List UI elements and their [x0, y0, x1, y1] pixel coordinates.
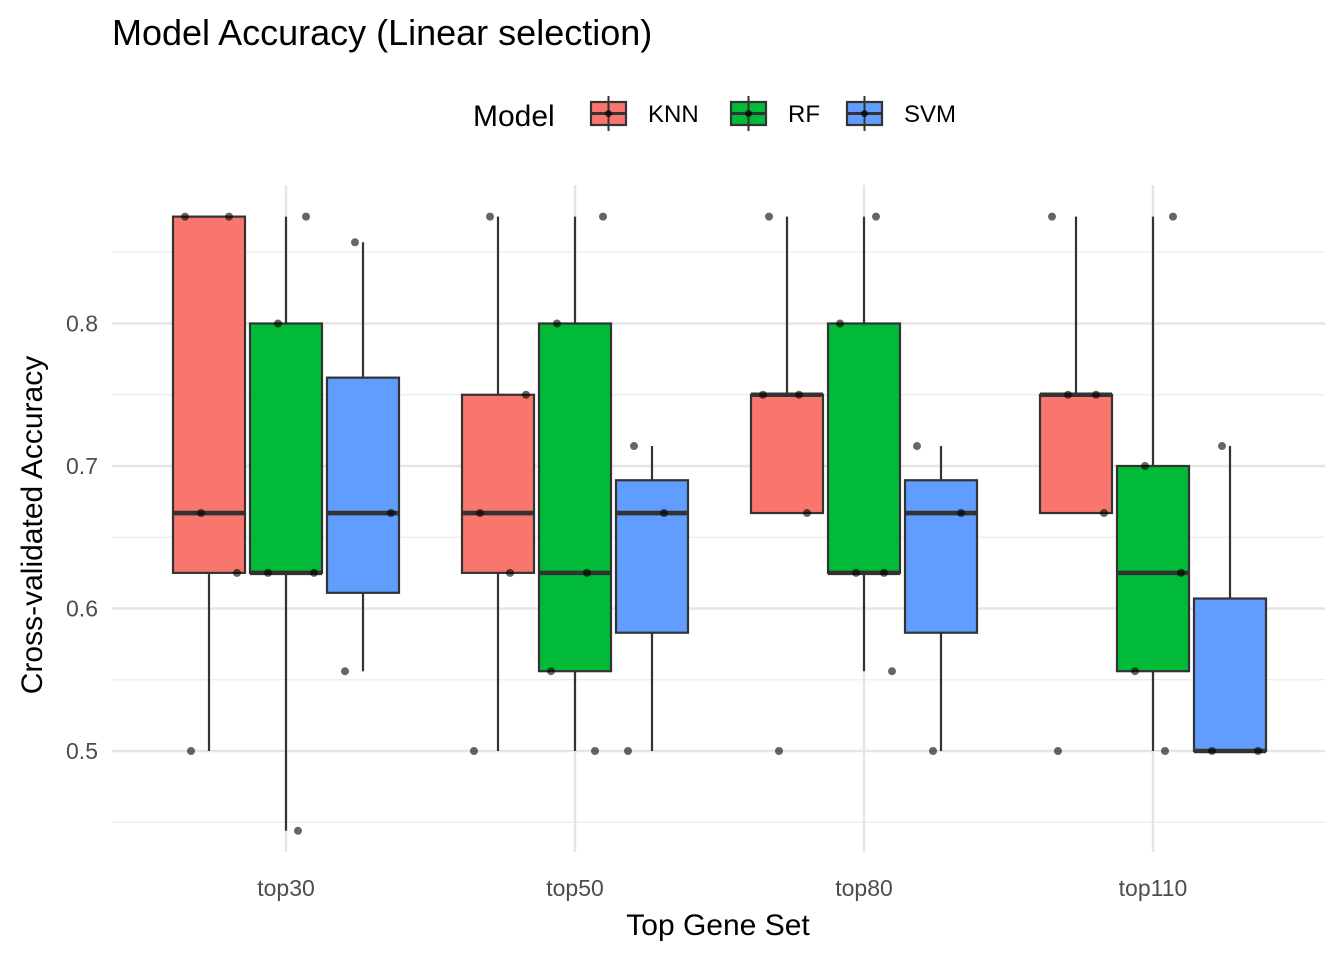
box-layer	[171, 215, 1268, 831]
data-point	[591, 747, 599, 755]
data-point	[836, 319, 844, 328]
data-point	[880, 568, 888, 577]
box-rf	[1115, 464, 1191, 673]
data-point	[630, 442, 638, 451]
x-tick-label: top50	[546, 875, 604, 901]
legend-key-point	[605, 110, 612, 117]
x-tick-label: top110	[1119, 875, 1188, 901]
y-tick-label: 0.5	[66, 738, 98, 764]
box-rf	[248, 322, 324, 574]
data-point	[1218, 442, 1226, 451]
data-point	[929, 747, 937, 755]
data-point	[957, 509, 965, 518]
data-point	[522, 390, 530, 399]
data-point	[1064, 390, 1072, 399]
data-point	[302, 212, 310, 221]
legend-item-rf: RF	[729, 96, 820, 131]
data-point	[1254, 747, 1262, 755]
box-knn	[1038, 393, 1114, 515]
box-knn	[171, 215, 247, 574]
axis-layer: 0.5 0.6 0.7 0.8 top30 top50 top80 top110	[66, 311, 1187, 902]
data-point	[913, 442, 921, 451]
data-point	[470, 747, 478, 755]
legend-title: Model	[473, 100, 555, 133]
data-point	[1141, 462, 1149, 470]
box-svm	[1192, 597, 1268, 753]
box-svm	[325, 376, 401, 594]
data-point	[1169, 212, 1177, 221]
point-layer	[181, 212, 1262, 835]
y-axis-title: Cross-validated Accuracy	[16, 356, 49, 694]
data-point	[660, 509, 668, 518]
data-point	[341, 667, 349, 676]
data-point	[852, 568, 860, 577]
data-point	[553, 319, 561, 328]
data-point	[225, 212, 233, 221]
y-tick-label: 0.8	[66, 311, 98, 337]
legend-layer: Model KNN RF SVM	[473, 96, 956, 133]
data-point	[795, 390, 803, 399]
box-knn	[749, 393, 825, 515]
box-svm	[614, 479, 690, 634]
data-point	[1161, 747, 1169, 755]
box-knn	[460, 393, 536, 574]
legend-item-svm: SVM	[845, 96, 956, 131]
data-point	[888, 667, 896, 676]
data-point	[506, 568, 514, 577]
data-point	[274, 319, 282, 328]
box-rf	[537, 322, 613, 673]
data-point	[187, 747, 195, 755]
legend-label: KNN	[648, 101, 699, 128]
data-point	[310, 568, 318, 577]
data-point	[803, 509, 811, 518]
data-point	[486, 212, 494, 221]
data-point	[1054, 747, 1062, 755]
data-point	[1092, 390, 1100, 399]
legend-label: SVM	[904, 101, 956, 128]
data-point	[1177, 568, 1185, 577]
data-point	[294, 826, 302, 835]
box-svm	[903, 479, 979, 634]
data-point	[476, 509, 484, 518]
data-point	[583, 568, 591, 577]
y-tick-label: 0.6	[66, 596, 98, 622]
chart-title: Model Accuracy (Linear selection)	[112, 12, 653, 53]
y-tick-label: 0.7	[66, 453, 98, 479]
data-point	[765, 212, 773, 221]
data-point	[387, 509, 395, 518]
data-point	[233, 568, 241, 577]
legend-key-point	[861, 110, 868, 117]
data-point	[872, 212, 880, 221]
data-point	[264, 568, 272, 577]
x-axis-title: Top Gene Set	[626, 909, 810, 942]
legend-label: RF	[788, 101, 820, 128]
data-point	[599, 212, 607, 221]
data-point	[351, 238, 359, 247]
box-rf	[826, 322, 902, 574]
x-tick-label: top80	[835, 875, 893, 901]
data-point	[1048, 212, 1056, 221]
data-point	[547, 667, 555, 676]
legend-item-knn: KNN	[589, 96, 699, 131]
data-point	[1131, 667, 1139, 676]
x-tick-label: top30	[257, 875, 315, 901]
data-point	[1100, 509, 1108, 518]
data-point	[1208, 747, 1216, 755]
data-point	[624, 747, 632, 755]
legend-key-point	[745, 110, 752, 117]
data-point	[197, 509, 205, 518]
data-point	[181, 212, 189, 221]
data-point	[775, 747, 783, 755]
data-point	[759, 390, 767, 399]
